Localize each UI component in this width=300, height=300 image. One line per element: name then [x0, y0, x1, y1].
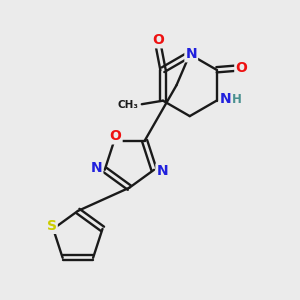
- Text: CH₃: CH₃: [118, 100, 139, 110]
- Text: S: S: [47, 219, 57, 233]
- Text: O: O: [235, 61, 247, 75]
- Text: N: N: [185, 47, 197, 61]
- Text: N: N: [220, 92, 232, 106]
- Text: O: O: [153, 33, 164, 47]
- Text: N: N: [91, 161, 102, 175]
- Text: O: O: [110, 129, 122, 143]
- Text: N: N: [220, 92, 232, 106]
- Text: O: O: [153, 33, 164, 47]
- Text: S: S: [47, 219, 57, 233]
- Text: N: N: [91, 161, 102, 175]
- Text: O: O: [235, 61, 247, 75]
- Text: O: O: [110, 129, 122, 143]
- Text: N: N: [157, 164, 168, 178]
- Text: H: H: [232, 93, 242, 106]
- Text: H: H: [232, 93, 242, 106]
- Text: N: N: [157, 164, 168, 178]
- Text: N: N: [185, 47, 197, 61]
